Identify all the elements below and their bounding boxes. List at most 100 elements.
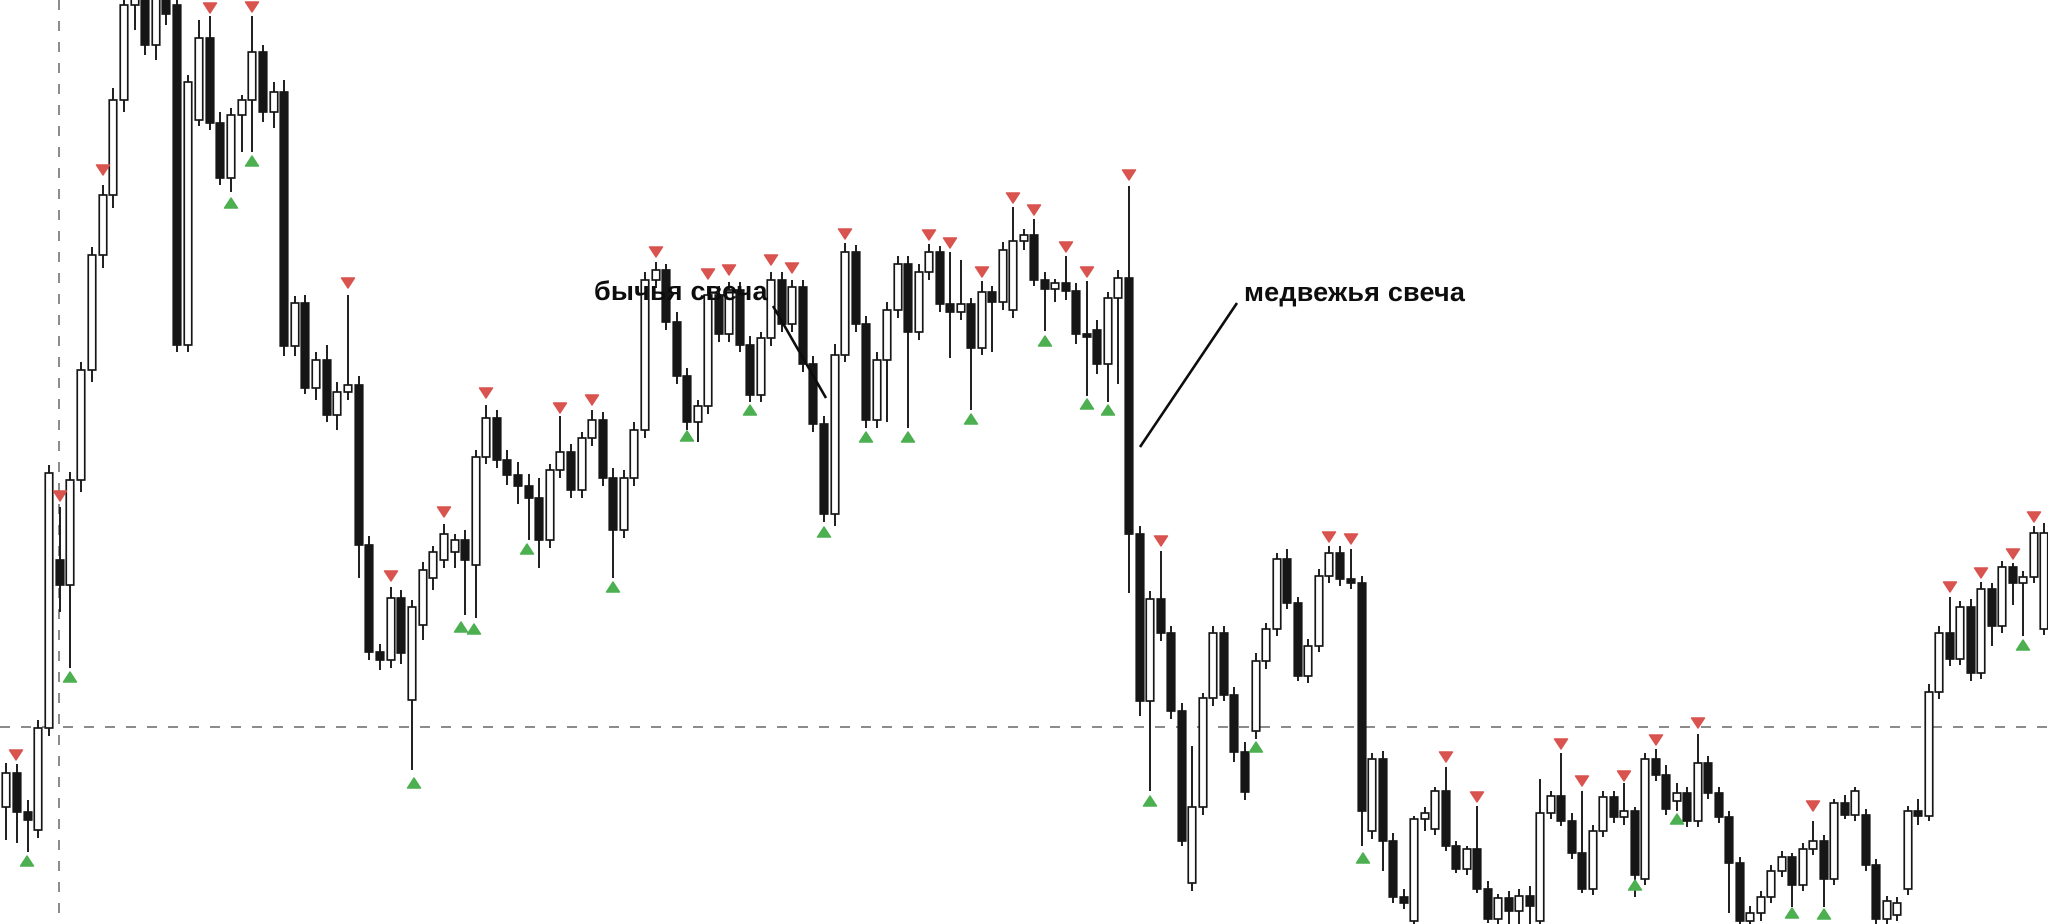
sell-signal-triangle-icon: [95, 164, 111, 176]
candle: [1619, 783, 1629, 825]
sell-signal-triangle-icon: [383, 570, 399, 582]
candle: [1934, 626, 1944, 699]
sell-signal-triangle-icon: [1553, 738, 1569, 750]
candle: [1493, 894, 1503, 924]
sell-signal-triangle-icon: [784, 262, 800, 274]
candle: [1819, 835, 1829, 907]
candle: [23, 800, 33, 852]
candle: [587, 410, 597, 446]
candle: [1756, 891, 1766, 921]
sell-signal-triangle-icon: [1648, 734, 1664, 746]
annotation-pointer-line-bearish: [1138, 302, 1239, 448]
candle: [130, 0, 140, 30]
candle: [1472, 806, 1482, 893]
candle: [247, 16, 257, 152]
candle: [861, 316, 871, 428]
candle: [1945, 597, 1955, 666]
sell-signal-triangle-icon: [763, 254, 779, 266]
candle: [1229, 687, 1239, 762]
candle: [672, 312, 682, 384]
candle: [1640, 753, 1650, 885]
candle: [787, 280, 797, 332]
buy-signal-triangle-icon: [963, 413, 979, 425]
candle: [1966, 599, 1976, 681]
candle: [935, 246, 945, 312]
candle: [1714, 787, 1724, 823]
candle: [1, 763, 11, 840]
sell-signal-triangle-icon: [1153, 535, 1169, 547]
candle: [450, 534, 460, 568]
candle: [183, 75, 193, 352]
candle: [161, 0, 171, 25]
candle: [703, 286, 713, 414]
candle: [882, 302, 892, 422]
candle: [237, 95, 247, 152]
candle: [481, 405, 491, 464]
candle: [311, 352, 321, 400]
sell-signal-triangle-icon: [2005, 548, 2021, 560]
buy-signal-triangle-icon: [858, 431, 874, 443]
candle: [460, 530, 470, 615]
sell-signal-triangle-icon: [1469, 791, 1485, 803]
candle: [1314, 569, 1324, 652]
candle: [524, 474, 534, 540]
buy-signal-triangle-icon: [1816, 908, 1832, 920]
buy-signal-triangle-icon: [1248, 741, 1264, 753]
candle: [756, 332, 766, 402]
candle: [513, 462, 523, 504]
candle: [1535, 779, 1545, 924]
annotation-bullish-candle-label: бычья свеча: [594, 276, 768, 306]
candle: [534, 478, 544, 568]
candle: [1156, 551, 1166, 641]
buy-signal-triangle-icon: [605, 581, 621, 593]
candle: [1567, 813, 1577, 859]
sell-signal-triangle-icon: [244, 1, 260, 13]
candle: [1071, 283, 1081, 344]
buy-signal-triangle-icon: [1100, 404, 1116, 416]
candle: [1187, 746, 1197, 891]
candle: [492, 410, 502, 468]
sell-signal-triangle-icon: [478, 387, 494, 399]
sell-signal-triangle-icon: [2026, 511, 2042, 523]
candle: [1556, 753, 1566, 826]
candle: [1871, 859, 1881, 924]
buy-signal-triangle-icon: [1355, 852, 1371, 864]
sell-signal-triangle-icon: [436, 506, 452, 518]
candle: [566, 444, 576, 498]
sell-signal-triangle-icon: [1973, 567, 1989, 579]
candle: [279, 80, 289, 356]
candle: [418, 562, 428, 640]
candle: [1061, 256, 1071, 300]
candle: [119, 0, 129, 112]
buy-signal-triangle-icon: [816, 526, 832, 538]
candle: [396, 590, 406, 664]
sell-signal-triangle-icon: [700, 268, 716, 280]
candle: [1987, 583, 1997, 646]
buy-signal-triangle-icon: [1079, 398, 1095, 410]
candle: [1798, 843, 1808, 891]
sell-signal-triangle-icon: [921, 229, 937, 241]
candle: [1955, 601, 1965, 665]
candle: [1903, 806, 1913, 895]
candle: [1451, 841, 1461, 873]
annotation-bearish-candle-label: медвежья свеча: [1244, 277, 1466, 307]
candle: [1219, 626, 1229, 701]
candle: [1504, 891, 1514, 924]
sell-signal-triangle-icon: [1616, 770, 1632, 782]
candle: [1103, 292, 1113, 402]
sell-signal-triangle-icon: [1574, 775, 1590, 787]
buy-signal-triangle-icon: [62, 671, 78, 683]
candle: [1672, 783, 1682, 811]
sell-signal-triangle-icon: [1942, 581, 1958, 593]
candle: [1177, 703, 1187, 846]
candle: [1092, 320, 1102, 374]
candle: [55, 507, 65, 612]
candle: [12, 764, 22, 843]
sell-signal-triangle-icon: [552, 402, 568, 414]
candle: [300, 295, 310, 394]
candle: [851, 245, 861, 332]
candle: [903, 256, 913, 428]
candle: [1346, 549, 1356, 589]
buy-signal-triangle-icon: [1627, 879, 1643, 891]
